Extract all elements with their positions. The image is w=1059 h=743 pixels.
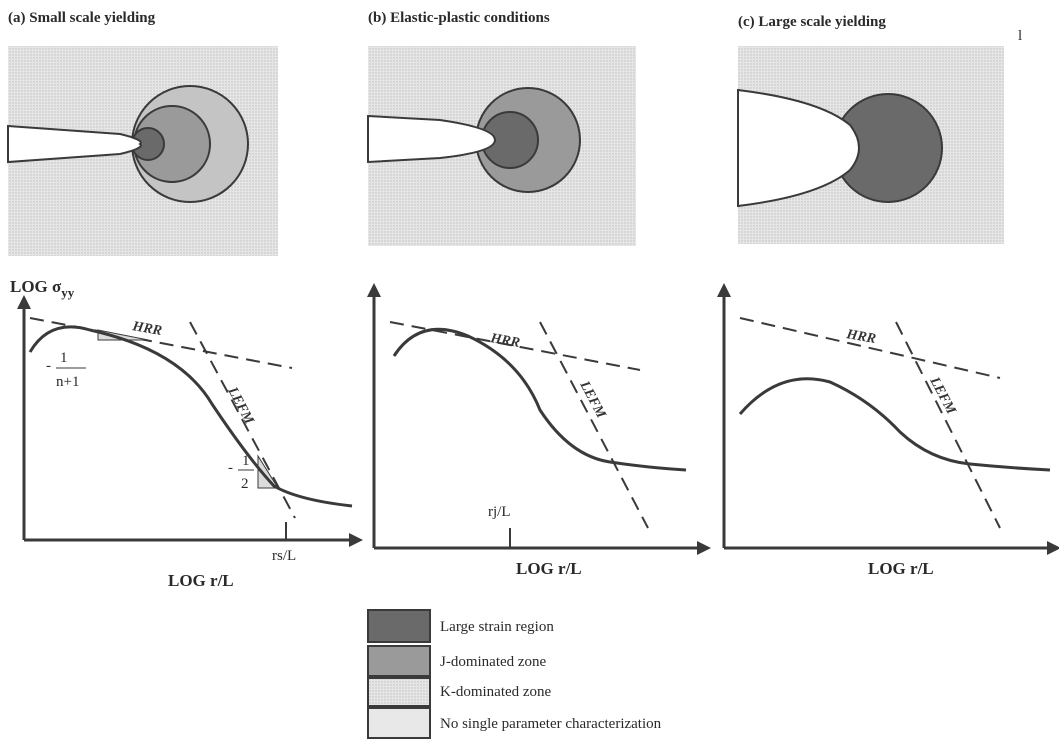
panel-title-b: (b) Elastic-plastic conditions: [368, 10, 550, 26]
crack-schematic-b: [367, 46, 636, 246]
rs-label: rs/L: [272, 548, 296, 564]
plot-c: HRR LEFM LOG r/L: [717, 283, 1059, 578]
lefm-asymptote-c: [895, 321, 1001, 529]
crack-schematic-c: [737, 46, 1004, 244]
legend: Large strain region J-dominated zone K-d…: [367, 609, 662, 739]
legend-label-k-zone: K-dominated zone: [440, 684, 552, 700]
hrr-label-a: HRR: [130, 319, 163, 339]
stress-curve-c: [738, 377, 1051, 472]
slope-lefm-numer: 1: [242, 453, 250, 469]
lefm-label-b: LEFM: [576, 378, 609, 421]
stress-curve-a: [28, 325, 353, 508]
legend-swatch-k-zone: [367, 677, 431, 707]
panel-title-a: (a) Small scale yielding: [8, 10, 156, 26]
hrr-asymptote-c: [739, 317, 1001, 379]
slope-hrr-sign: -: [46, 358, 51, 374]
stress-curve-b: [392, 327, 687, 472]
page-mark: l: [1018, 28, 1022, 44]
lefm-asymptote-a: [189, 321, 296, 519]
xlabel-b: LOG r/L: [516, 559, 582, 578]
lefm-label-c: LEFM: [926, 374, 959, 417]
xlabel-c: LOG r/L: [868, 559, 934, 578]
slope-lefm-denom: 2: [241, 476, 249, 492]
legend-label-no-param: No single parameter characterization: [440, 716, 662, 732]
legend-label-j-zone: J-dominated zone: [440, 654, 547, 670]
lefm-asymptote-b: [539, 321, 649, 529]
legend-swatch-large-strain: [367, 609, 431, 643]
crack-b: [367, 114, 497, 164]
slope-hrr-denom: n+1: [56, 374, 79, 390]
legend-swatch-no-param: [367, 707, 431, 739]
crack-a: [7, 124, 142, 164]
plot-b: HRR LEFM rj/L LOG r/L: [367, 283, 711, 578]
lefm-label-a: LEFM: [224, 384, 257, 427]
rj-label: rj/L: [488, 504, 511, 520]
legend-swatch-j-zone: [367, 645, 431, 677]
hrr-label-c: HRR: [844, 327, 877, 347]
panel-title-c: (c) Large scale yielding: [738, 14, 886, 30]
slope-lefm-sign: -: [228, 460, 233, 476]
ylabel-a: LOG σyy: [10, 277, 75, 300]
slope-triangle-lefm: [257, 454, 279, 489]
legend-label-large-strain: Large strain region: [440, 619, 554, 635]
hrr-label-b: HRR: [488, 331, 521, 351]
plot-a: LOG σyy HRR LEFM - 1 n+1 - 1 2 rs/L LOG …: [10, 277, 363, 590]
crack-schematic-a: [7, 46, 278, 256]
xlabel-a: LOG r/L: [168, 571, 234, 590]
slope-hrr-numer: 1: [60, 350, 68, 366]
crack-c: [737, 88, 860, 208]
